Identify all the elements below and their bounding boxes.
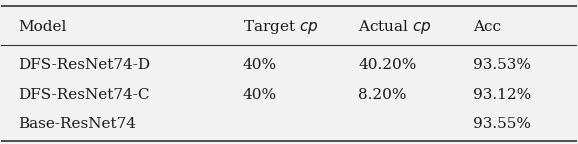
Text: DFS-ResNet74-D: DFS-ResNet74-D xyxy=(18,58,151,72)
Text: DFS-ResNet74-C: DFS-ResNet74-C xyxy=(18,88,150,102)
Text: Base-ResNet74: Base-ResNet74 xyxy=(18,117,136,131)
Text: 40%: 40% xyxy=(243,58,277,72)
Text: 93.55%: 93.55% xyxy=(473,117,531,131)
Text: 93.12%: 93.12% xyxy=(473,88,531,102)
Text: Actual $\mathit{cp}$: Actual $\mathit{cp}$ xyxy=(358,18,432,36)
Text: Target $\mathit{cp}$: Target $\mathit{cp}$ xyxy=(243,18,318,36)
Text: Model: Model xyxy=(18,20,67,34)
Text: 40.20%: 40.20% xyxy=(358,58,416,72)
Text: 8.20%: 8.20% xyxy=(358,88,406,102)
Text: 93.53%: 93.53% xyxy=(473,58,531,72)
Text: 40%: 40% xyxy=(243,88,277,102)
Text: Acc: Acc xyxy=(473,20,501,34)
